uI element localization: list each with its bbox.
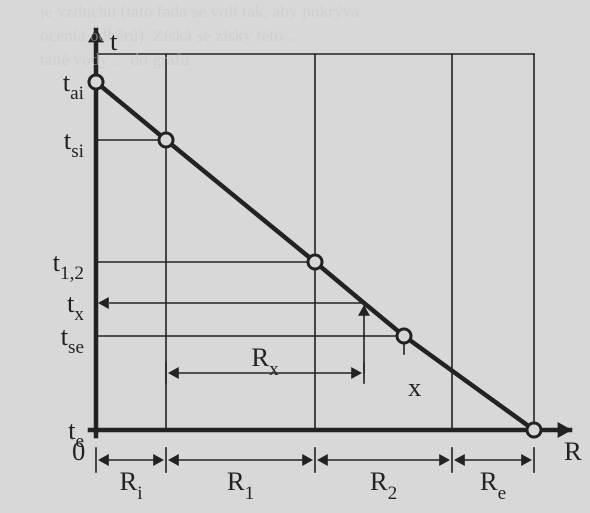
label-R_e: Re — [480, 466, 506, 502]
label-Rx: Rx — [251, 342, 278, 378]
label-t_12: t1,2 — [53, 247, 84, 283]
label-t_x: tx — [67, 288, 84, 324]
label-R_i: Ri — [119, 466, 142, 502]
label-t-axis: t — [110, 26, 117, 57]
data-marker-5 — [527, 423, 541, 437]
label-t_e: te — [68, 415, 84, 451]
data-marker-4 — [397, 329, 411, 343]
data-marker-2 — [308, 255, 322, 269]
label-R_2: R2 — [370, 466, 397, 502]
label-R_1: R1 — [227, 466, 254, 502]
label-t_se: tse — [61, 321, 84, 357]
diagram-svg — [0, 0, 590, 513]
label-t_si: tsi — [64, 125, 84, 161]
data-marker-1 — [159, 133, 173, 147]
scan-ghost-text: je vzduchu (tato řada se volí tak, aby p… — [40, 0, 570, 72]
label-t_ai: tai — [63, 67, 84, 103]
data-marker-0 — [89, 75, 103, 89]
label-R-axis: R — [564, 436, 582, 467]
diagram-stage: je vzduchu (tato řada se volí tak, aby p… — [0, 0, 590, 513]
label-x: x — [408, 372, 421, 403]
